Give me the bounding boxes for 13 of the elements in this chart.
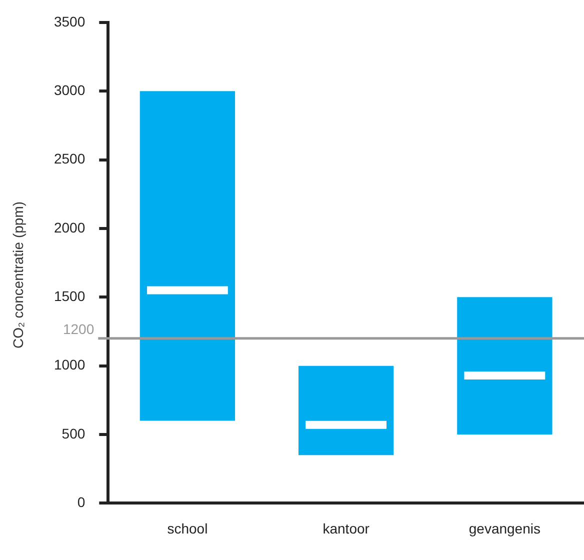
- y-tick-label: 2500: [54, 150, 86, 167]
- y-tick-label: 1000: [54, 356, 86, 373]
- y-tick-label: 500: [62, 425, 86, 442]
- y-axis-title: CO₂ concentratie (ppm): [10, 201, 26, 349]
- y-tick-label: 0: [77, 494, 86, 510]
- x-tick-label: kantoor: [322, 520, 370, 536]
- y-tick-label: 3000: [54, 82, 86, 98]
- ref-line-label: 1200: [62, 321, 94, 338]
- y-tick-label: 2000: [54, 219, 86, 236]
- x-tick-label: school: [167, 520, 208, 536]
- y-tick-label: 1500: [54, 288, 86, 304]
- y-tick-label: 3500: [54, 13, 86, 30]
- x-tick-label: gevangenis: [468, 520, 541, 536]
